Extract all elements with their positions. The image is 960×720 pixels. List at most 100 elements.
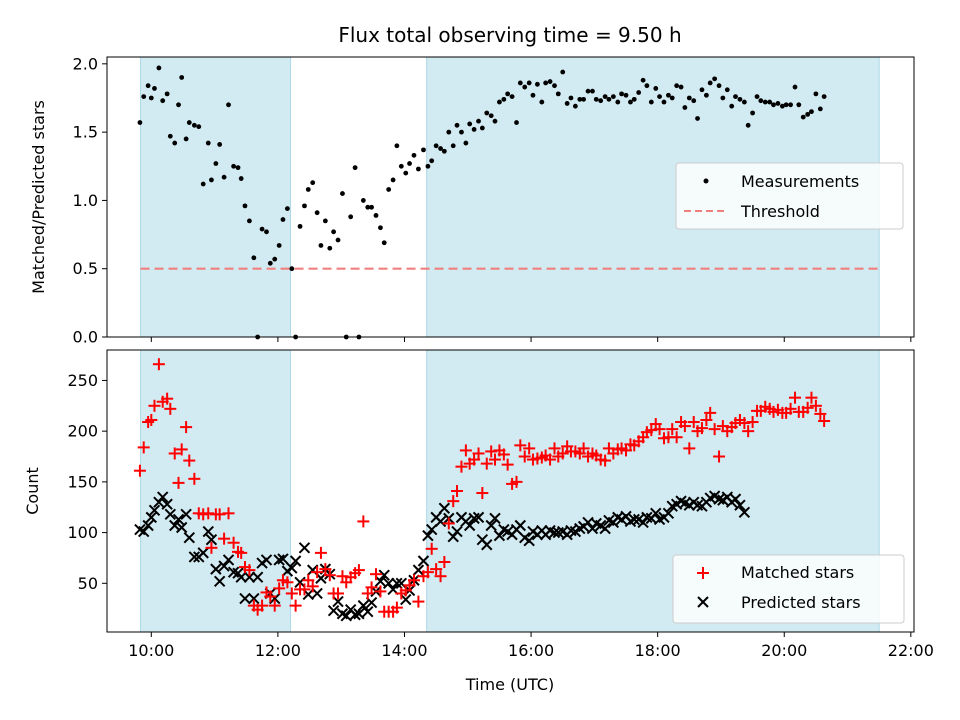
predicted-point	[422, 529, 434, 542]
matched-point	[172, 476, 185, 489]
predicted-point	[188, 551, 201, 563]
measurement-point	[526, 80, 532, 86]
predicted-point	[286, 562, 298, 574]
measurement-point	[610, 94, 616, 100]
measurement-point	[779, 103, 785, 109]
x-tick-label: 22:00	[888, 641, 934, 660]
measurement-point	[505, 91, 511, 97]
legend-predicted-marker	[697, 596, 709, 608]
legend-top-frame	[675, 162, 904, 230]
observing-window-1	[140, 56, 292, 338]
matched-point	[742, 425, 755, 438]
measurement-point	[809, 109, 814, 115]
measurement-point	[729, 103, 735, 109]
legend-bottom: Matched stars Predicted stars	[672, 554, 905, 624]
measurement-point	[514, 120, 519, 125]
measurement-point	[758, 98, 764, 104]
matched-point	[789, 391, 802, 404]
matched-point	[202, 507, 215, 520]
measurement-point	[331, 229, 336, 235]
measurement-point	[657, 94, 662, 100]
legend-matched-marker	[697, 567, 709, 579]
measurement-point	[454, 122, 460, 128]
matched-point	[273, 582, 286, 595]
measurement-point	[446, 129, 452, 135]
predicted-point	[289, 555, 302, 567]
y-tick-label: 0.0	[73, 328, 98, 347]
matched-point	[476, 487, 489, 500]
predicted-point	[148, 504, 161, 516]
x-tick-label: 18:00	[635, 641, 681, 660]
measurement-point	[593, 96, 599, 102]
predicted-point	[218, 560, 230, 572]
matched-point	[314, 546, 327, 559]
predicted-point	[472, 511, 485, 524]
matched-point	[302, 574, 315, 587]
measurement-point	[373, 213, 379, 218]
top-x-ticks	[150, 337, 912, 342]
matched-point	[459, 444, 472, 457]
matched-point	[447, 495, 460, 508]
y-tick-label: 50	[78, 574, 98, 593]
measurement-point	[628, 99, 633, 105]
matched-point	[645, 424, 658, 437]
measurement-point	[221, 174, 227, 180]
predicted-point	[156, 491, 169, 503]
matched-point	[683, 442, 696, 455]
x-tick-label: 12:00	[255, 641, 301, 660]
top-axes-frame	[106, 56, 915, 338]
predicted-point	[451, 525, 463, 538]
predicted-point	[438, 502, 451, 514]
measurement-point	[259, 226, 265, 232]
measurement-point	[792, 84, 798, 90]
measurement-point	[745, 122, 751, 128]
measurement-point	[433, 143, 439, 149]
measurement-point	[441, 148, 447, 154]
measurement-point	[640, 77, 646, 83]
measurement-point	[403, 170, 409, 176]
matched-point	[713, 450, 726, 463]
measurement-point	[754, 94, 760, 100]
matched-point	[801, 401, 814, 414]
measurement-point	[352, 165, 358, 171]
predicted-point	[349, 609, 361, 621]
predicted-point	[734, 499, 746, 511]
measurement-point	[712, 76, 718, 82]
matched-point	[653, 423, 666, 436]
measurement-point	[394, 143, 400, 149]
predicted-point	[164, 508, 177, 521]
matched-point	[480, 457, 493, 470]
measurement-point	[805, 111, 811, 117]
predicted-point	[662, 507, 675, 520]
measurement-point	[590, 88, 595, 94]
measurement-point	[348, 214, 354, 220]
measurement-point	[678, 84, 684, 90]
predicted-point	[138, 525, 150, 538]
measurement-point	[568, 95, 574, 101]
measurement-point	[235, 165, 241, 171]
predicted-point	[205, 533, 218, 546]
measurement-point	[530, 92, 536, 98]
measurement-point	[276, 243, 282, 248]
measurement-point	[817, 106, 823, 112]
predicted-point	[599, 522, 611, 535]
matched-point	[442, 517, 455, 530]
measurement-point	[703, 92, 709, 98]
measurement-point	[411, 152, 417, 158]
bottom-x-ticks: 10:00 12:00 14:00 16:00 18:00 20:00 22:00	[128, 632, 934, 660]
measurement-point	[539, 99, 545, 105]
measurement-point	[164, 91, 170, 97]
predicted-point	[169, 519, 181, 532]
predicted-point	[332, 595, 344, 608]
matched-stars-points	[133, 358, 831, 618]
measurement-point	[771, 102, 776, 108]
measurement-point	[535, 81, 540, 87]
predicted-point	[251, 571, 264, 583]
predicted-point	[374, 575, 387, 587]
matched-point	[412, 595, 425, 608]
matched-point	[599, 454, 612, 467]
matched-point	[365, 581, 378, 594]
measurement-point	[821, 94, 827, 100]
predicted-point	[239, 592, 251, 605]
